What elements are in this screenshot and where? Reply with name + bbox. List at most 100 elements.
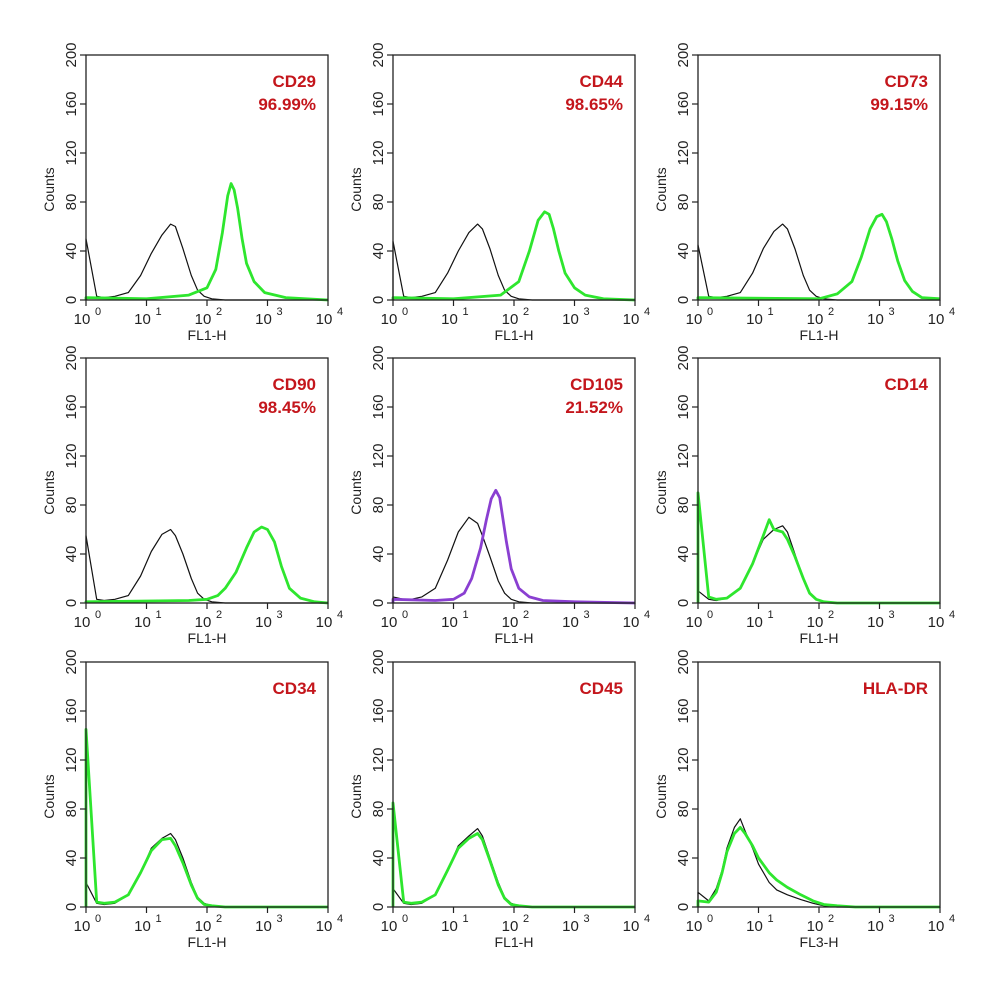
y-tick-label: 200 — [63, 42, 80, 67]
x-tick-label: 10 — [441, 614, 458, 631]
x-tick-exponent: 2 — [216, 913, 222, 925]
y-tick-label: 200 — [370, 649, 387, 674]
x-tick-label: 10 — [562, 614, 579, 631]
marker-label: CD45 — [580, 679, 623, 698]
x-tick-exponent: 0 — [95, 913, 101, 925]
percent-positive-label: 99.15% — [870, 95, 928, 114]
y-tick-label: 160 — [63, 698, 80, 723]
x-tick-label: 10 — [502, 614, 519, 631]
x-tick-exponent: 4 — [644, 913, 650, 925]
stained-sample-line — [391, 801, 635, 909]
isotype-control-line — [392, 223, 635, 301]
x-tick-exponent: 0 — [402, 306, 408, 318]
x-tick-exponent: 4 — [949, 913, 955, 925]
y-tick-label: 120 — [675, 140, 692, 165]
y-tick-label: 0 — [370, 296, 387, 304]
x-tick-label: 10 — [686, 311, 703, 328]
x-tick-exponent: 3 — [584, 913, 590, 925]
y-tick-label: 200 — [675, 345, 692, 370]
x-tick-exponent: 4 — [644, 609, 650, 621]
marker-label: CD90 — [273, 375, 316, 394]
y-tick-label: 40 — [63, 850, 80, 867]
y-tick-label: 120 — [63, 747, 80, 772]
percent-positive-label: 21.52% — [565, 398, 623, 417]
plot-frame — [392, 54, 636, 301]
x-tick-exponent: 1 — [463, 306, 469, 318]
y-tick-label: 200 — [675, 42, 692, 67]
y-tick-label: 120 — [370, 140, 387, 165]
x-tick-label: 10 — [807, 311, 824, 328]
x-tick-label: 10 — [562, 311, 579, 328]
y-axis-label: Counts — [348, 167, 364, 211]
x-tick-exponent: 4 — [949, 609, 955, 621]
x-tick-exponent: 0 — [95, 306, 101, 318]
x-tick-label: 10 — [686, 614, 703, 631]
x-axis-label: FL3-H — [800, 934, 839, 950]
x-tick-exponent: 0 — [707, 306, 713, 318]
plot-frame — [392, 357, 636, 604]
stained-sample-line — [391, 488, 636, 605]
x-tick-label: 10 — [134, 918, 151, 935]
x-tick-label: 10 — [928, 918, 945, 935]
x-tick-exponent: 3 — [277, 913, 283, 925]
y-tick-label: 0 — [370, 599, 387, 607]
marker-label: CD34 — [273, 679, 317, 698]
y-tick-label: 0 — [63, 599, 80, 607]
x-tick-label: 10 — [255, 311, 272, 328]
y-axis-label: Counts — [653, 470, 669, 514]
y-tick-label: 40 — [675, 243, 692, 260]
y-tick-label: 80 — [370, 194, 387, 211]
histogram-panel: 0 40 80 120 160 200 10 0 10 1 10 2 10 3 10 4 FL1-H Counts… — [653, 345, 955, 646]
x-tick-exponent: 3 — [889, 306, 895, 318]
plot-frame — [697, 357, 941, 604]
isotype-control-line — [697, 223, 940, 301]
y-tick-label: 160 — [675, 91, 692, 116]
y-tick-label: 200 — [675, 649, 692, 674]
y-tick-label: 80 — [675, 194, 692, 211]
y-tick-label: 80 — [370, 497, 387, 514]
y-tick-label: 40 — [63, 546, 80, 563]
y-tick-label: 200 — [370, 42, 387, 67]
x-tick-exponent: 0 — [402, 609, 408, 621]
marker-label: CD73 — [885, 72, 928, 91]
stained-sample-line — [84, 182, 329, 302]
x-tick-exponent: 0 — [707, 913, 713, 925]
percent-positive-label: 96.99% — [258, 95, 316, 114]
marker-label: CD14 — [885, 375, 929, 394]
x-tick-label: 10 — [623, 311, 640, 328]
y-tick-label: 40 — [675, 850, 692, 867]
y-tick-label: 0 — [370, 903, 387, 911]
histogram-panel: 0 40 80 120 160 200 10 0 10 1 10 2 10 3 10 4 FL1-H Counts… — [348, 345, 650, 646]
x-tick-exponent: 2 — [523, 913, 529, 925]
x-tick-exponent: 2 — [523, 609, 529, 621]
x-axis-label: FL1-H — [188, 327, 227, 343]
y-axis-label: Counts — [41, 470, 57, 514]
isotype-control-line — [85, 832, 328, 908]
marker-label: HLA-DR — [863, 679, 928, 698]
y-tick-label: 120 — [63, 443, 80, 468]
y-tick-label: 160 — [370, 394, 387, 419]
y-tick-label: 120 — [370, 443, 387, 468]
x-tick-label: 10 — [316, 614, 333, 631]
y-tick-label: 40 — [370, 243, 387, 260]
y-tick-label: 160 — [370, 698, 387, 723]
x-tick-label: 10 — [255, 918, 272, 935]
x-tick-exponent: 3 — [889, 609, 895, 621]
x-axis-label: FL1-H — [800, 630, 839, 646]
y-tick-label: 120 — [63, 140, 80, 165]
x-tick-exponent: 3 — [277, 306, 283, 318]
x-tick-label: 10 — [195, 614, 212, 631]
x-tick-label: 10 — [807, 614, 824, 631]
x-tick-exponent: 4 — [644, 306, 650, 318]
x-tick-exponent: 2 — [828, 609, 834, 621]
plot-frame — [697, 54, 941, 301]
y-axis-label: Counts — [348, 774, 364, 818]
isotype-control-line — [392, 516, 635, 604]
x-tick-exponent: 1 — [463, 913, 469, 925]
x-tick-exponent: 3 — [584, 306, 590, 318]
x-axis-label: FL1-H — [800, 327, 839, 343]
histogram-panel: 0 40 80 120 160 200 10 0 10 1 10 2 10 3 10 4 FL1-H Counts… — [41, 649, 343, 950]
percent-positive-label: 98.45% — [258, 398, 316, 417]
x-tick-exponent: 2 — [216, 306, 222, 318]
stained-sample-line — [391, 210, 636, 302]
